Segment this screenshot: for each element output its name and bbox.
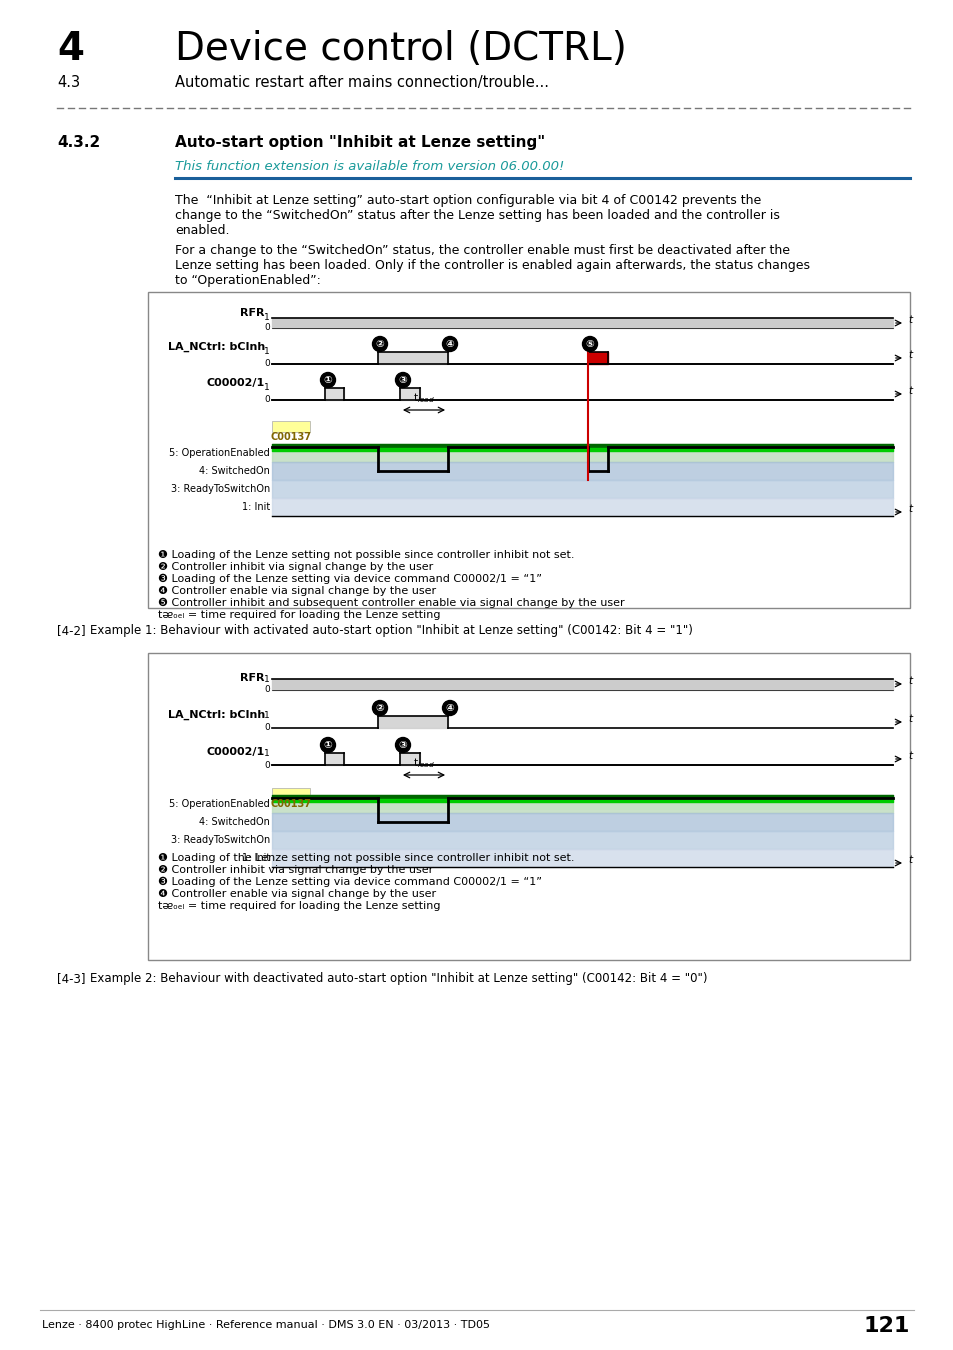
- Text: ①: ①: [323, 375, 332, 385]
- Text: ⑤: ⑤: [585, 339, 594, 350]
- Text: 4: SwitchedOn: 4: SwitchedOn: [199, 817, 270, 828]
- Circle shape: [320, 373, 335, 387]
- Text: 0: 0: [264, 760, 270, 770]
- Text: LA_NCtrl: bCInh: LA_NCtrl: bCInh: [168, 342, 265, 352]
- Text: t$_{load}$: t$_{load}$: [413, 756, 435, 770]
- Text: 0: 0: [264, 396, 270, 405]
- Text: t: t: [907, 751, 911, 761]
- Text: 3: ReadyToSwitchOn: 3: ReadyToSwitchOn: [171, 485, 270, 494]
- Text: C00002/1: C00002/1: [207, 378, 265, 387]
- Text: 5: OperationEnabled: 5: OperationEnabled: [169, 448, 270, 458]
- Text: Automatic restart after mains connection/trouble...: Automatic restart after mains connection…: [174, 76, 548, 90]
- Text: 1: 1: [264, 383, 270, 393]
- Text: 1: 1: [264, 748, 270, 757]
- Text: ❷ Controller inhibit via signal change by the user: ❷ Controller inhibit via signal change b…: [158, 562, 433, 572]
- Circle shape: [442, 701, 457, 716]
- Text: Auto-start option "Inhibit at Lenze setting": Auto-start option "Inhibit at Lenze sett…: [174, 135, 545, 150]
- Text: This function extension is available from version 06.00.00!: This function extension is available fro…: [174, 161, 564, 173]
- Text: ❶ Loading of the Lenze setting not possible since controller inhibit not set.: ❶ Loading of the Lenze setting not possi…: [158, 549, 574, 560]
- Circle shape: [395, 373, 410, 387]
- Text: [4-3]: [4-3]: [57, 972, 86, 986]
- Text: ❶ Loading of the Lenze setting not possible since controller inhibit not set.: ❶ Loading of the Lenze setting not possi…: [158, 853, 574, 863]
- Text: t: t: [907, 315, 911, 325]
- Text: ❸ Loading of the Lenze setting via device command C00002/1 = “1”: ❸ Loading of the Lenze setting via devic…: [158, 878, 541, 887]
- Text: 1: 1: [264, 711, 270, 721]
- Text: 0: 0: [264, 686, 270, 694]
- Text: t: t: [907, 386, 911, 396]
- Text: ②: ②: [375, 703, 384, 713]
- Text: t: t: [907, 350, 911, 360]
- Circle shape: [442, 336, 457, 351]
- Text: ❺ Controller inhibit and subsequent controller enable via signal change by the u: ❺ Controller inhibit and subsequent cont…: [158, 598, 624, 609]
- Text: ③: ③: [398, 375, 407, 385]
- Text: ④: ④: [445, 703, 454, 713]
- Text: 1: Init: 1: Init: [241, 853, 270, 863]
- Text: 1: 1: [264, 675, 270, 683]
- Text: 1: 1: [264, 313, 270, 323]
- Text: 4.3.2: 4.3.2: [57, 135, 100, 150]
- Text: 1: Init: 1: Init: [241, 502, 270, 512]
- Bar: [148, 653, 909, 960]
- Text: ❸ Loading of the Lenze setting via device command C00002/1 = “1”: ❸ Loading of the Lenze setting via devic…: [158, 574, 541, 585]
- Text: 4: 4: [57, 30, 84, 68]
- Text: tᴂₒₑₗ = time required for loading the Lenze setting: tᴂₒₑₗ = time required for loading the Le…: [158, 900, 440, 911]
- Text: t$_{load}$: t$_{load}$: [413, 392, 435, 405]
- Text: to “OperationEnabled”:: to “OperationEnabled”:: [174, 274, 320, 288]
- Text: 121: 121: [862, 1316, 909, 1336]
- Text: ①: ①: [323, 740, 332, 751]
- Text: t: t: [907, 714, 911, 724]
- Circle shape: [395, 737, 410, 752]
- Text: Example 1: Behaviour with activated auto-start option "Inhibit at Lenze setting": Example 1: Behaviour with activated auto…: [90, 624, 692, 637]
- Text: ④: ④: [445, 339, 454, 350]
- Text: 3: ReadyToSwitchOn: 3: ReadyToSwitchOn: [171, 836, 270, 845]
- Text: RFR: RFR: [240, 308, 265, 319]
- Circle shape: [372, 701, 387, 716]
- Text: C00137: C00137: [271, 432, 312, 441]
- Text: ❹ Controller enable via signal change by the user: ❹ Controller enable via signal change by…: [158, 890, 436, 899]
- Text: ❷ Controller inhibit via signal change by the user: ❷ Controller inhibit via signal change b…: [158, 865, 433, 875]
- Text: t: t: [907, 504, 911, 514]
- Bar: [272, 421, 310, 432]
- Text: C00002/1: C00002/1: [207, 747, 265, 757]
- Bar: [272, 788, 310, 799]
- Text: ③: ③: [398, 740, 407, 751]
- Text: Example 2: Behaviour with deactivated auto-start option "Inhibit at Lenze settin: Example 2: Behaviour with deactivated au…: [90, 972, 707, 986]
- Text: 0: 0: [264, 324, 270, 332]
- Text: RFR: RFR: [240, 674, 265, 683]
- Text: 4.3: 4.3: [57, 76, 80, 90]
- Text: ②: ②: [375, 339, 384, 350]
- Text: enabled.: enabled.: [174, 224, 230, 238]
- Text: For a change to the “SwitchedOn” status, the controller enable must first be dea: For a change to the “SwitchedOn” status,…: [174, 244, 789, 256]
- Circle shape: [320, 737, 335, 752]
- Text: LA_NCtrl: bCInh: LA_NCtrl: bCInh: [168, 710, 265, 720]
- Text: Lenze · 8400 protec HighLine · Reference manual · DMS 3.0 EN · 03/2013 · TD05: Lenze · 8400 protec HighLine · Reference…: [42, 1320, 490, 1330]
- Text: 0: 0: [264, 724, 270, 733]
- Text: C00137: C00137: [271, 799, 312, 809]
- Text: 1: 1: [264, 347, 270, 356]
- Text: tᴂₒₑₗ = time required for loading the Lenze setting: tᴂₒₑₗ = time required for loading the Le…: [158, 610, 440, 620]
- Text: t: t: [907, 676, 911, 686]
- Text: 4: SwitchedOn: 4: SwitchedOn: [199, 466, 270, 477]
- Text: [4-2]: [4-2]: [57, 624, 86, 637]
- Text: The  “Inhibit at Lenze setting” auto-start option configurable via bit 4 of C001: The “Inhibit at Lenze setting” auto-star…: [174, 194, 760, 207]
- Text: Device control (DCTRL): Device control (DCTRL): [174, 30, 626, 68]
- Bar: [148, 292, 909, 608]
- Text: 5: OperationEnabled: 5: OperationEnabled: [169, 799, 270, 809]
- Text: ❹ Controller enable via signal change by the user: ❹ Controller enable via signal change by…: [158, 586, 436, 595]
- Text: Lenze setting has been loaded. Only if the controller is enabled again afterward: Lenze setting has been loaded. Only if t…: [174, 259, 809, 271]
- Text: change to the “SwitchedOn” status after the Lenze setting has been loaded and th: change to the “SwitchedOn” status after …: [174, 209, 779, 221]
- Text: 0: 0: [264, 359, 270, 369]
- Circle shape: [582, 336, 597, 351]
- Circle shape: [372, 336, 387, 351]
- Text: t: t: [907, 855, 911, 865]
